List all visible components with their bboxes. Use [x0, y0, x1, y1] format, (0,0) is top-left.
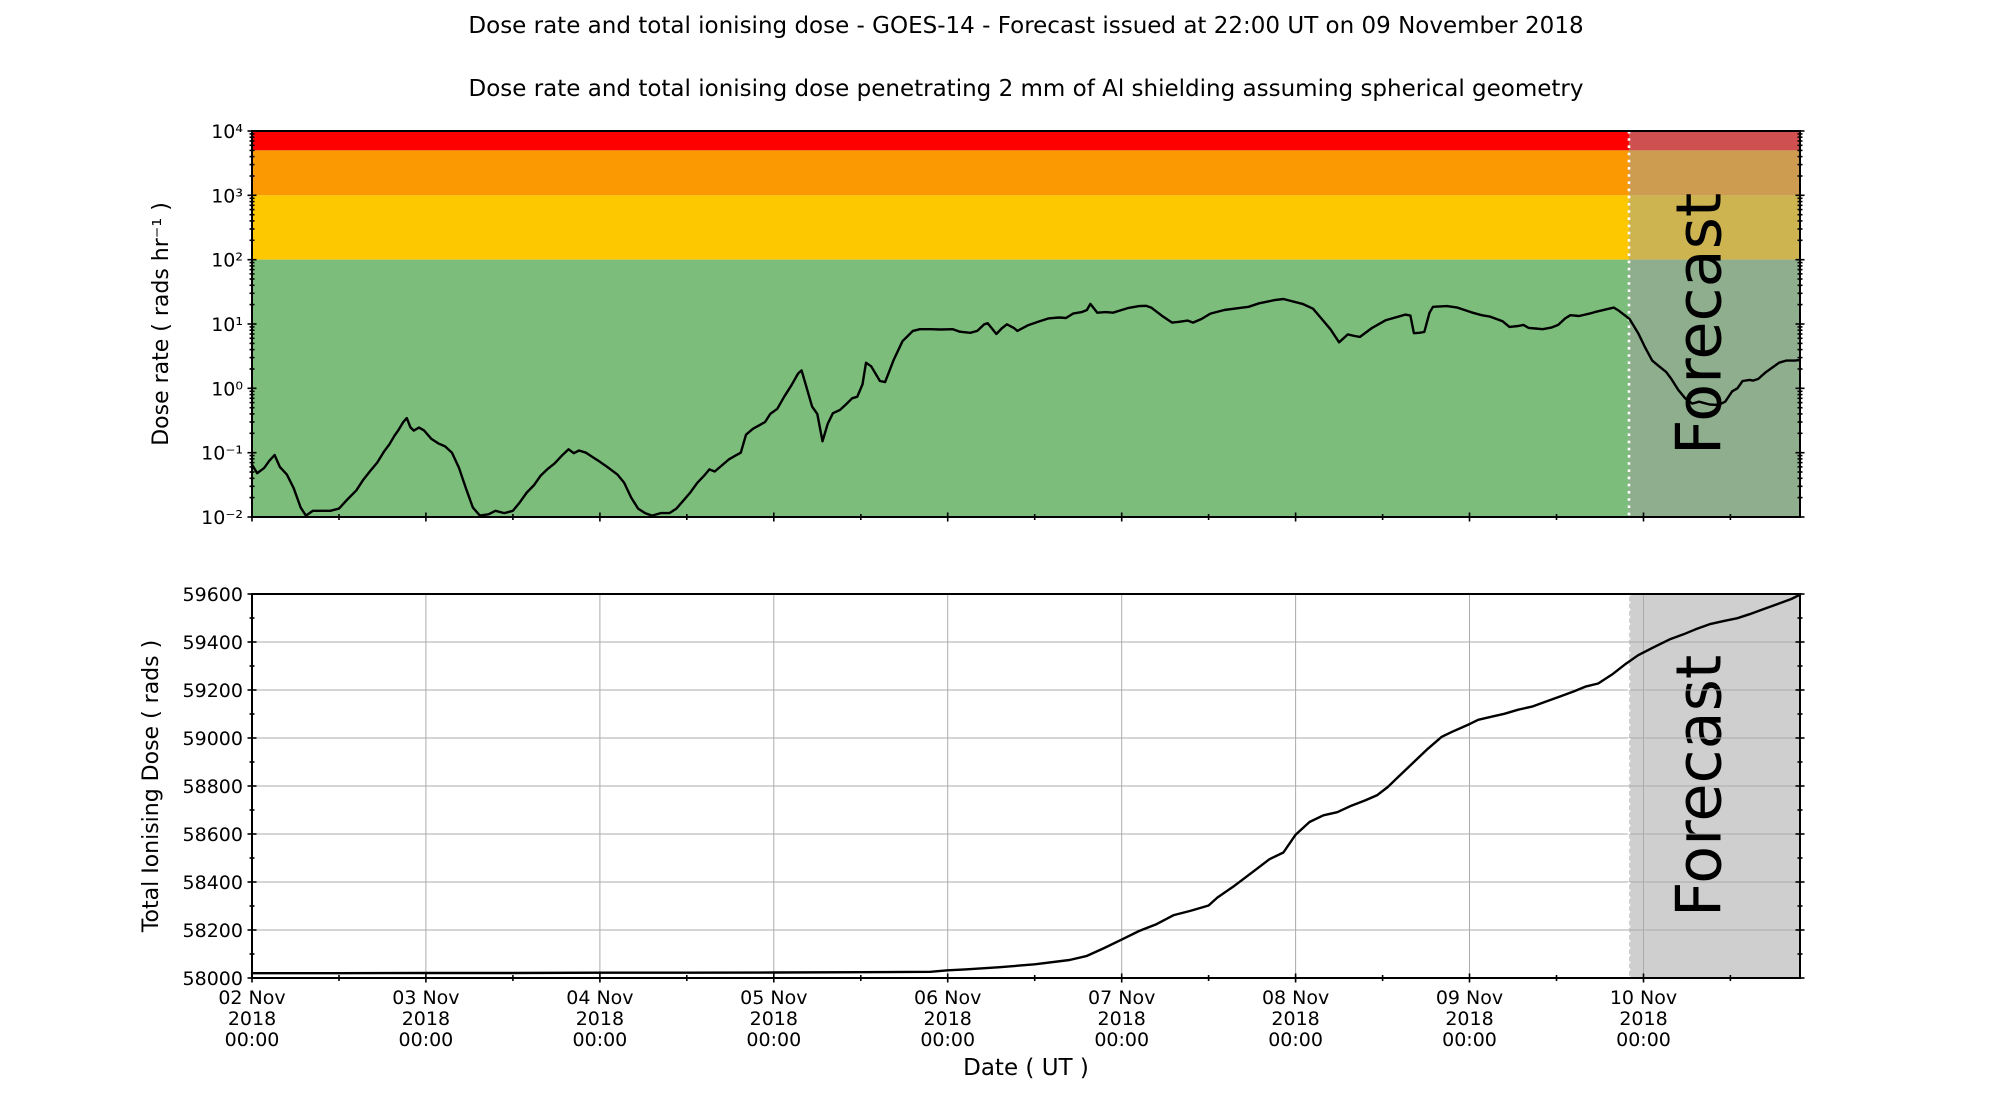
total-dose-ticks [247, 593, 1805, 983]
svg-text:59200: 59200 [183, 680, 243, 702]
svg-text:10⁻²: 10⁻² [201, 507, 243, 529]
figure-subtitle: Dose rate and total ionising dose penetr… [468, 76, 1583, 102]
total-dose-ytick-labels: 58000 58200 58400 58600 58800 59000 59200 59400… [183, 584, 243, 990]
x-tick-labels: 02 Nov 2018 00:00 03 Nov 2018 00:00 04 Nov 2018… [218, 987, 1677, 1051]
forecast-watermark: Forecast [1662, 193, 1735, 455]
forecast-region [1628, 131, 1800, 517]
threshold-band-yellow-moderate [252, 195, 1800, 260]
svg-text:10¹: 10¹ [211, 314, 243, 336]
x-axis-label: Date ( UT ) [963, 1055, 1089, 1081]
svg-text:59400: 59400 [183, 632, 243, 654]
grid-lines [252, 593, 1800, 979]
svg-text:10⁻¹: 10⁻¹ [201, 443, 243, 465]
svg-text:59600: 59600 [183, 584, 243, 606]
svg-text:59000: 59000 [183, 728, 243, 750]
dose-rate-y-axis-label: Dose rate ( rads hr⁻¹ ) [149, 202, 174, 446]
svg-text:58200: 58200 [183, 920, 243, 942]
dose-rate-ytick-labels: 10⁻² 10⁻¹ 10⁰ 10¹ 10² 10³ 10⁴ [201, 121, 243, 529]
svg-text:10²: 10² [211, 250, 243, 272]
svg-text:10⁴: 10⁴ [211, 121, 243, 143]
dose-rate-ticks [247, 130, 1805, 522]
svg-text:10³: 10³ [211, 185, 243, 207]
total-dose-y-axis-label: Total Ionising Dose ( rads ) [139, 640, 164, 933]
svg-text:58800: 58800 [183, 776, 243, 798]
dose-rate-chart: Forecast 10⁻² 10⁻¹ 10⁰ 10¹ 10² 10³ 10⁴ [201, 121, 1805, 529]
threshold-band-green-nominal [252, 259, 1800, 517]
svg-text:58000: 58000 [183, 968, 243, 990]
svg-text:10⁰: 10⁰ [211, 378, 243, 400]
threshold-band-orange-high [252, 150, 1800, 196]
svg-text:58600: 58600 [183, 824, 243, 846]
total-dose-curve [250, 593, 1802, 975]
figure-title: Dose rate and total ionising dose - GOES… [468, 13, 1583, 39]
dose-rate-curve [250, 297, 1802, 517]
threshold-band-red-severe [252, 131, 1800, 151]
svg-text:58400: 58400 [183, 872, 243, 894]
total-dose-chart: Forecast58000582005840058600588005900059… [183, 584, 1805, 1051]
